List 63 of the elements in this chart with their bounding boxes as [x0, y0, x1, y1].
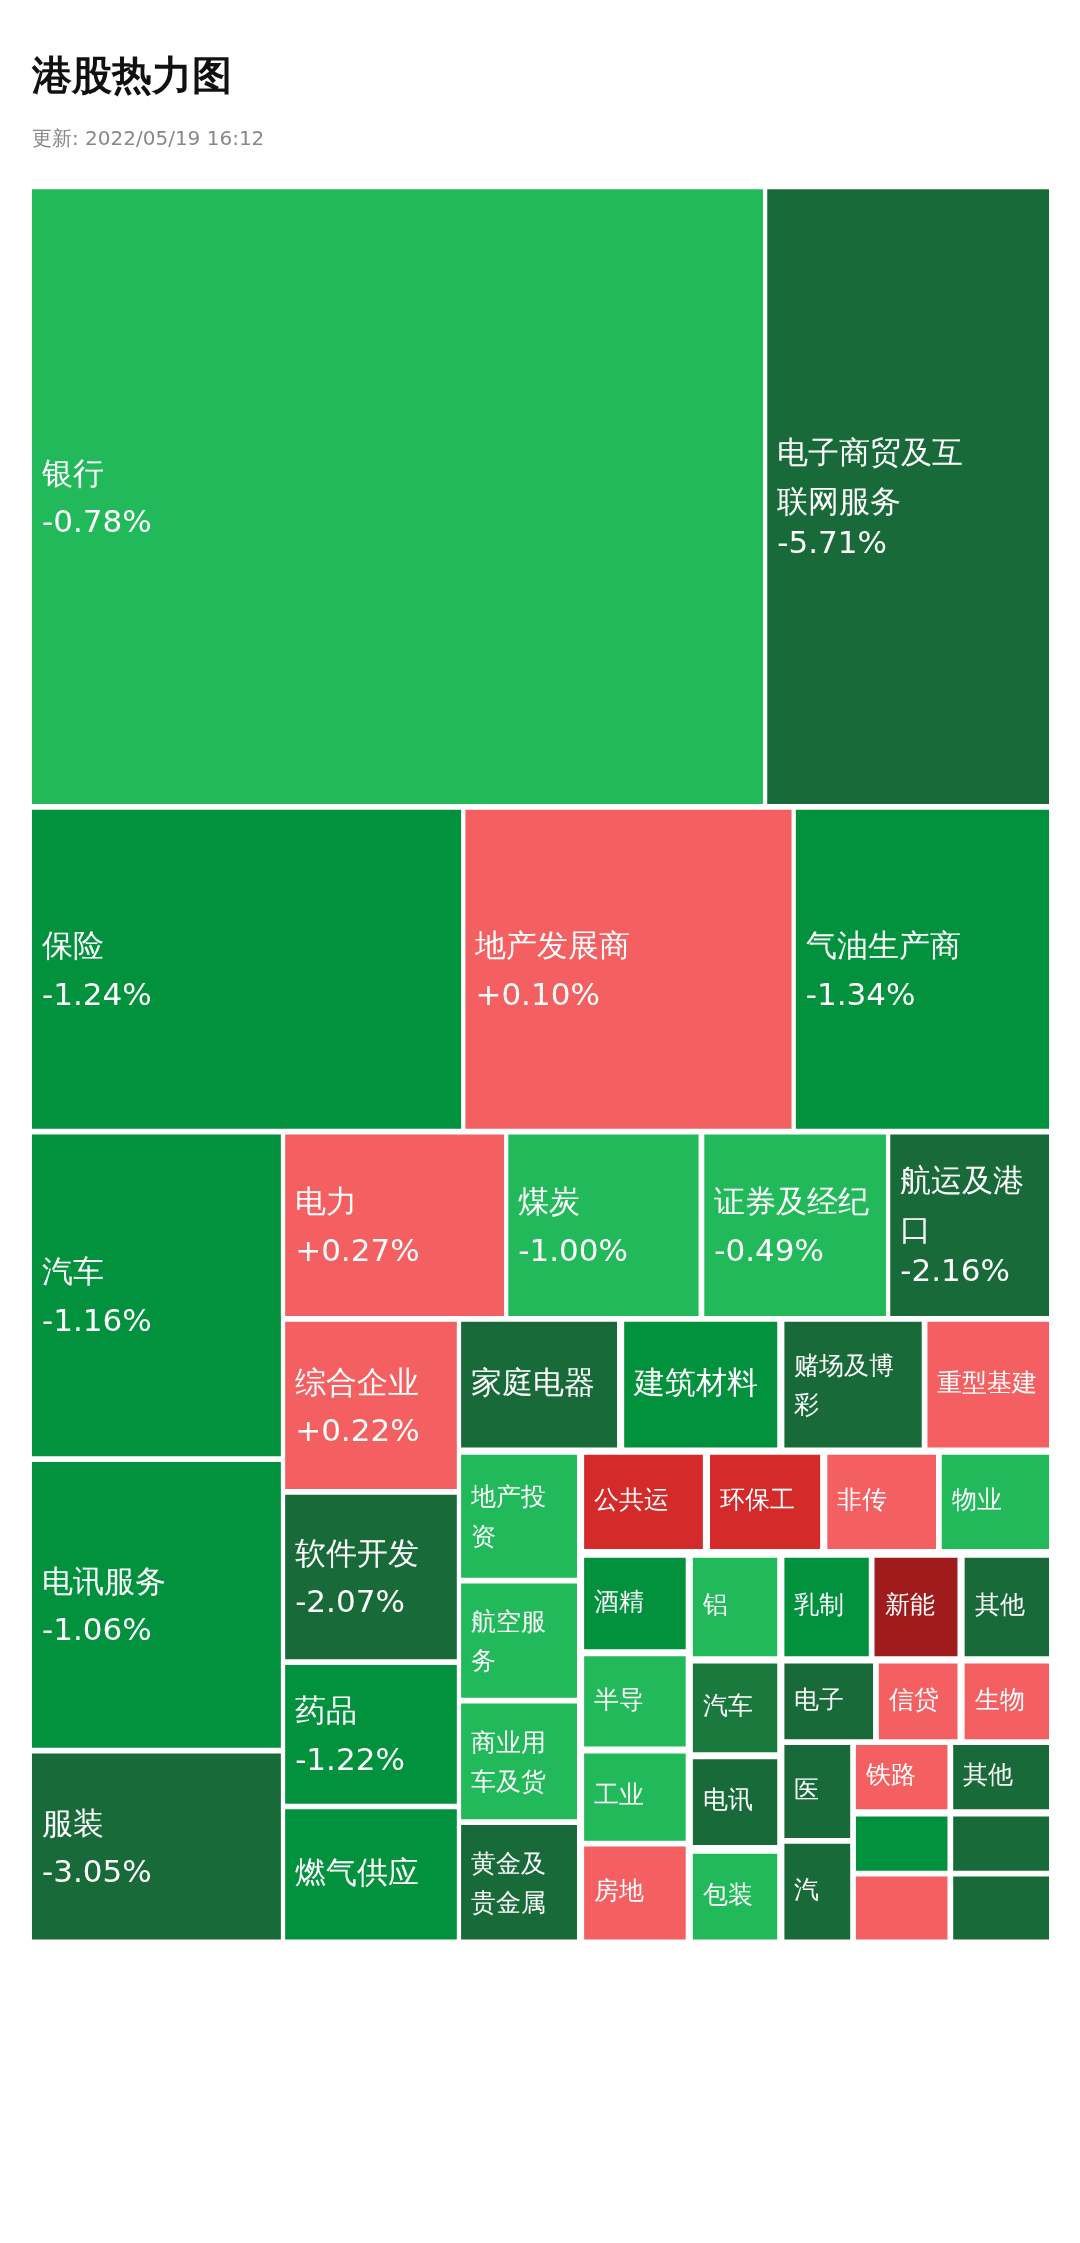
data-label: -0.49%	[714, 1231, 824, 1268]
category-label: 酒精	[594, 1586, 645, 1616]
data-label: -1.34%	[805, 975, 916, 1012]
category-label: 家庭电器	[471, 1363, 596, 1400]
category-label: 地产投资	[470, 1482, 547, 1551]
category-label: 航空服务	[471, 1606, 547, 1676]
category-label: 软件开发	[295, 1535, 420, 1572]
category-label: 铝	[701, 1590, 728, 1620]
data-label: -5.71%	[777, 523, 887, 560]
data-label: +0.22%	[295, 1411, 420, 1448]
category-label: 电讯	[702, 1785, 753, 1815]
category-label: 保险	[41, 927, 104, 964]
data-label: +0.10%	[475, 975, 600, 1012]
data-label: -2.16%	[900, 1252, 1010, 1289]
category-label: 黄金及贵金属	[471, 1848, 547, 1917]
category-label: 半导	[594, 1684, 645, 1714]
category-label: 药品	[295, 1692, 358, 1729]
category-label: 信贷	[888, 1684, 939, 1714]
category-label: 工业	[594, 1780, 645, 1810]
text: 港股热力图	[30, 51, 232, 98]
category-label: 证券及经纪	[714, 1183, 870, 1220]
category-label: 气油生产商	[805, 927, 961, 964]
category-label: 煤炭	[518, 1183, 581, 1220]
category-label: 医	[794, 1774, 820, 1804]
category-label: 商业用车及货	[471, 1727, 547, 1796]
category-label: 其他	[974, 1590, 1025, 1620]
category-label: 公共运	[594, 1485, 670, 1515]
data-label: -1.16%	[41, 1301, 152, 1338]
category-label: 航运及港口	[900, 1162, 1025, 1248]
category-label: 环保工	[720, 1485, 796, 1515]
data-label: +0.27%	[295, 1231, 420, 1268]
data-label: -1.22%	[295, 1740, 405, 1777]
category-label: 电子	[794, 1684, 845, 1714]
category-label: 房地	[594, 1876, 645, 1906]
category-label: 新能	[884, 1590, 935, 1620]
category-label: 地产发展商	[474, 927, 631, 964]
category-label: 生物	[974, 1684, 1025, 1714]
category-label: 综合企业	[295, 1363, 420, 1400]
category-label: 乳制	[794, 1590, 845, 1620]
category-label: 汽车	[41, 1253, 104, 1290]
category-label: 电子商贸及互联网服务	[777, 433, 964, 519]
category-label: 非传	[837, 1485, 888, 1515]
text: 更新: 2022/05/19 16:12	[31, 125, 265, 150]
data-label: -2.07%	[295, 1583, 405, 1620]
category-label: 包装	[702, 1879, 753, 1909]
category-label: 建筑材料	[633, 1363, 759, 1400]
data-label: -1.00%	[518, 1231, 628, 1268]
category-label: 燃气供应	[295, 1853, 420, 1890]
category-label: 汽车	[702, 1690, 753, 1720]
category-label: 汽	[794, 1874, 820, 1904]
data-label: -3.05%	[41, 1852, 152, 1889]
category-label: 重型基建	[937, 1367, 1038, 1397]
category-label: 其他	[963, 1760, 1014, 1790]
data-label: -1.06%	[41, 1611, 152, 1648]
category-label: 物业	[951, 1485, 1002, 1515]
data-label: -0.78%	[41, 502, 152, 539]
category-label: 银行	[40, 454, 104, 491]
data-label: -1.24%	[41, 975, 152, 1012]
category-label: 服装	[41, 1804, 104, 1841]
category-label: 铁路	[864, 1760, 916, 1790]
category-label: 电力	[295, 1183, 358, 1220]
category-label: 电讯服务	[41, 1563, 166, 1600]
category-label: 赌场及博彩	[794, 1350, 895, 1420]
